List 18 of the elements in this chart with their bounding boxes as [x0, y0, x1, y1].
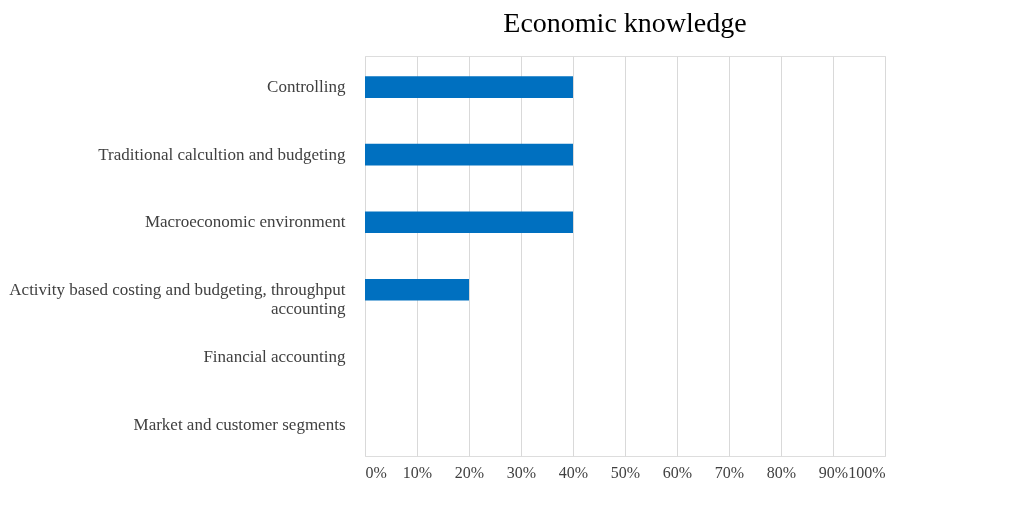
- x-tick-label: 80%: [766, 463, 797, 481]
- y-tick-label: Activity based costing and budgeting, throughput accounting: [9, 279, 346, 318]
- x-tick-label: 70%: [714, 463, 745, 481]
- x-tick-label: 30%: [506, 463, 537, 481]
- x-tick-label: 50%: [610, 463, 641, 481]
- x-tick-label: 10%: [402, 463, 433, 481]
- x-tick-label: 0%: [365, 463, 387, 481]
- x-tick-label: 40%: [558, 463, 589, 481]
- y-tick-label: Market and customer segments: [133, 414, 346, 434]
- y-tick-label: Macroeconomic environment: [144, 212, 346, 232]
- chart-title: Economic knowledge: [503, 7, 747, 38]
- x-tick-label: 100%: [848, 463, 886, 481]
- x-tick-label: 60%: [662, 463, 693, 481]
- x-tick-label: 90%: [818, 463, 849, 481]
- y-tick-label: Traditional calcultion and budgeting: [98, 144, 346, 164]
- y-tick-label: Controlling: [267, 77, 346, 97]
- x-tick-label: 20%: [454, 463, 485, 481]
- y-tick-label: Financial accounting: [203, 347, 346, 367]
